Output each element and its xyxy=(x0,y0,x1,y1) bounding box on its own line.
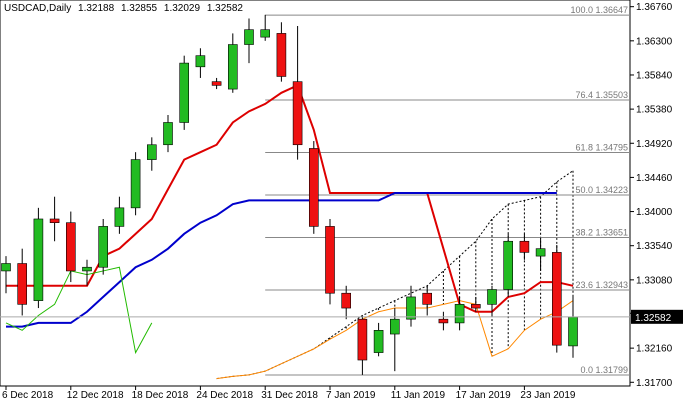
y-tick-label-9: 1.35840 xyxy=(636,70,673,81)
x-tick-label-3: 24 Dec 2018 xyxy=(196,390,253,400)
candle-body-25 xyxy=(406,296,416,320)
candle-body-34 xyxy=(551,252,562,346)
candle-body-23 xyxy=(373,330,384,353)
candle-body-27 xyxy=(438,318,449,324)
x-tick-label-0: 6 Dec 2018 xyxy=(2,390,54,400)
candle-body-33 xyxy=(535,248,546,257)
symbol-label: USDCAD,Daily xyxy=(4,3,72,14)
current-price-tag xyxy=(631,309,683,324)
indicator-line-2 xyxy=(5,266,153,355)
candle-body-12 xyxy=(195,55,206,68)
y-tick-label-10: 1.36300 xyxy=(636,36,673,47)
x-tick-label-8: 23 Jan 2019 xyxy=(520,390,575,400)
candle-body-2 xyxy=(33,218,44,301)
x-tick-label-1: 12 Dec 2018 xyxy=(67,390,124,400)
candle-body-5 xyxy=(82,266,92,272)
low-value: 1.32029 xyxy=(163,3,201,14)
candle-body-31 xyxy=(503,240,514,290)
fib-label-0: 100.0 1.36647 xyxy=(570,5,628,15)
candle-body-14 xyxy=(228,44,238,90)
fib-label-1: 76.4 1.35503 xyxy=(575,90,628,100)
y-tick-label-5: 1.34000 xyxy=(636,207,673,218)
candle-body-30 xyxy=(487,289,497,305)
candle-body-15 xyxy=(244,29,254,45)
candle-body-16 xyxy=(260,29,271,38)
y-tick-label-4: 1.33540 xyxy=(636,241,673,252)
open-value: 1.32188 xyxy=(78,3,115,14)
close-value: 1.32582 xyxy=(206,3,243,14)
fib-label-5: 23.6 1.32943 xyxy=(575,280,628,290)
candle-body-18 xyxy=(292,81,303,146)
candle-body-9 xyxy=(147,144,157,160)
current-price-tag-label: 1.32582 xyxy=(635,313,672,324)
candle-body-10 xyxy=(163,122,173,146)
candle-body-20 xyxy=(325,226,335,294)
candle-body-32 xyxy=(519,240,530,253)
x-tick-label-7: 17 Jan 2019 xyxy=(456,390,511,400)
fib-label-4: 38.2 1.33651 xyxy=(575,227,628,237)
y-tick-label-3: 1.33080 xyxy=(636,275,673,286)
candle-body-21 xyxy=(341,292,352,309)
y-tick-label-6: 1.34460 xyxy=(636,173,673,184)
x-tick-label-6: 11 Jan 2019 xyxy=(391,390,446,400)
y-tick-label-8: 1.35380 xyxy=(636,105,673,116)
candle-body-35 xyxy=(568,316,578,347)
x-tick-label-4: 31 Dec 2018 xyxy=(261,390,318,400)
candle-body-4 xyxy=(66,222,76,272)
fib-label-6: 0.0 1.31799 xyxy=(580,365,628,375)
fibonacci-layer: 100.0 1.36647 76.4 1.35503 61.8 1.34795 50.… xyxy=(265,5,630,376)
candle-body-26 xyxy=(422,292,433,305)
x-tick-label-5: 7 Jan 2019 xyxy=(326,390,376,400)
y-tick-label-0: 1.31700 xyxy=(636,378,673,389)
candle-body-0 xyxy=(1,263,11,272)
candles-layer xyxy=(1,14,578,375)
candle-body-3 xyxy=(49,218,60,223)
candle-body-1 xyxy=(17,263,28,305)
candle-body-28 xyxy=(454,304,465,324)
y-tick-label-11: 1.36760 xyxy=(636,2,673,13)
candle-body-17 xyxy=(276,33,287,77)
candle-body-24 xyxy=(389,318,400,335)
candle-body-13 xyxy=(211,81,222,86)
candle-body-19 xyxy=(308,148,319,227)
fib-label-2: 61.8 1.34795 xyxy=(575,143,628,153)
y-tick-label-1: 1.32160 xyxy=(636,344,673,355)
axes-layer: 1.317001.321601.326301.330801.335401.340… xyxy=(0,2,683,400)
candle-body-29 xyxy=(470,304,481,309)
candle-body-8 xyxy=(130,159,141,209)
candle-body-7 xyxy=(114,207,125,227)
candle-body-6 xyxy=(98,226,108,268)
candle-body-22 xyxy=(357,318,368,361)
y-tick-label-7: 1.34920 xyxy=(636,139,673,150)
x-tick-label-2: 18 Dec 2018 xyxy=(132,390,189,400)
fib-label-3: 50.0 1.34223 xyxy=(575,185,628,195)
candle-body-11 xyxy=(179,62,189,123)
chart-header: USDCAD,Daily 1.32188 1.32855 1.32029 1.3… xyxy=(4,3,247,14)
indicator-line-1 xyxy=(6,192,557,328)
high-value: 1.32855 xyxy=(120,3,158,14)
